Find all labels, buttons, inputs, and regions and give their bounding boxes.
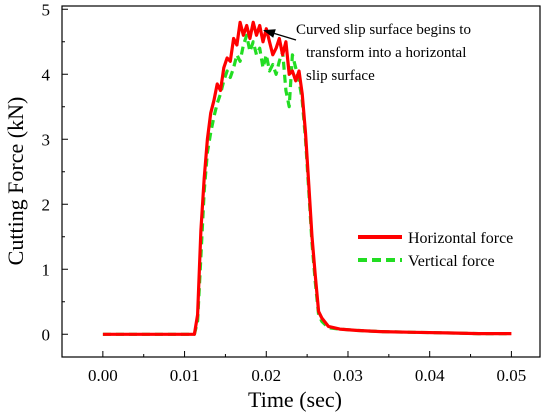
- legend-label-vertical-force: Vertical force: [408, 253, 495, 270]
- annotation-arrow: [274, 32, 297, 41]
- x-tick-label: 0.02: [251, 366, 281, 385]
- series-horizontal-force: [102, 20, 512, 336]
- series-vertical-force: [102, 33, 512, 336]
- y-tick-label: 0: [42, 325, 51, 344]
- plot-frame: [61, 5, 541, 358]
- y-tick-label: 1: [42, 260, 51, 279]
- annotation-line-1: Curved slip surface begins to: [296, 22, 471, 38]
- annotation-line-3: slip surface: [306, 68, 375, 84]
- x-axis-ticks: 0.00 0.01 0.02 0.03 0.04 0.05: [88, 351, 526, 385]
- series-layer: [102, 20, 512, 336]
- x-tick-label: 0.05: [497, 366, 527, 385]
- y-tick-label: 4: [42, 65, 51, 84]
- y-axis-ticks: 0 1 2 3 4 5: [42, 0, 68, 344]
- x-tick-label: 0.00: [88, 366, 118, 385]
- y-axis-title: Cutting Force (kN): [3, 97, 28, 266]
- y-tick-label: 5: [42, 0, 51, 19]
- x-axis-title: Time (sec): [248, 387, 342, 412]
- annotation-line-2: transform into a horizontal: [306, 45, 466, 61]
- legend-label-horizontal-force: Horizontal force: [408, 230, 513, 247]
- y-tick-label: 2: [42, 195, 51, 214]
- legend: Horizontal force Vertical force: [358, 230, 513, 270]
- annotation-arrowhead: [263, 29, 276, 38]
- x-tick-label: 0.04: [415, 366, 445, 385]
- x-tick-label: 0.01: [170, 366, 200, 385]
- annotation: Curved slip surface begins to transform …: [263, 22, 471, 84]
- x-tick-label: 0.03: [333, 366, 363, 385]
- y-tick-label: 3: [42, 130, 51, 149]
